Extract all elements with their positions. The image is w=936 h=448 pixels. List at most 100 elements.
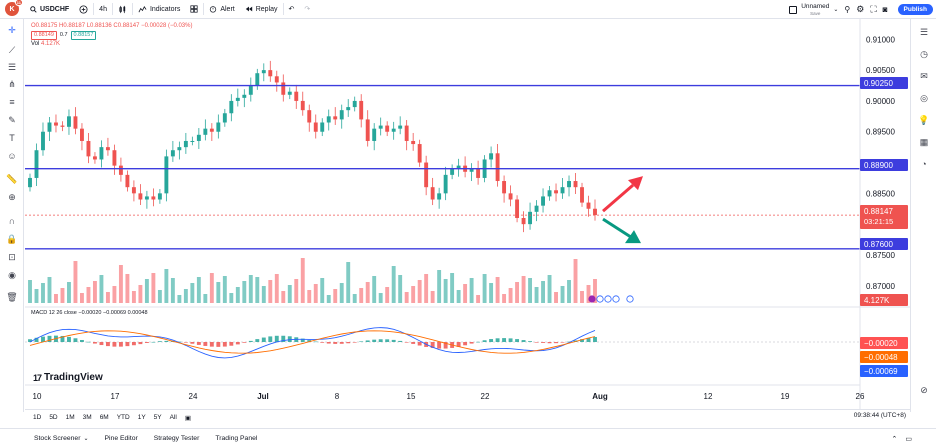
candle-body	[450, 168, 455, 175]
range-1m[interactable]: 1M	[65, 414, 75, 421]
fullscreen-icon[interactable]: ⛶	[870, 4, 877, 14]
range-5d[interactable]: 5D	[49, 414, 58, 421]
indicators-button[interactable]: Indicators	[133, 0, 185, 19]
replay-button[interactable]: Replay	[240, 0, 283, 19]
volume-bar	[86, 287, 91, 303]
trading-panel-tab[interactable]: Trading Panel	[207, 435, 265, 442]
time-tick-label: 17	[111, 392, 120, 401]
strategy-tester-tab[interactable]: Strategy Tester	[146, 435, 208, 442]
alert-button[interactable]: Alert	[204, 0, 239, 19]
macd-tag-2[interactable]: −0.00048	[860, 351, 908, 363]
macd-histogram-bar	[339, 342, 344, 344]
calendar-icon[interactable]: ▦	[919, 136, 929, 147]
macd-histogram-bar	[385, 339, 390, 342]
alerts-clock-icon[interactable]: ◷	[920, 48, 928, 59]
eye-icon[interactable]: ◉	[8, 269, 16, 280]
stock-screener-tab[interactable]: Stock Screener ⌄	[0, 435, 97, 442]
fib-icon[interactable]: ≡	[9, 97, 15, 107]
quick-search-icon[interactable]: ⚲	[844, 5, 851, 14]
trash-icon[interactable]: 🗑	[6, 291, 18, 302]
macd-histogram-bar	[47, 335, 52, 342]
watchlist-icon[interactable]: ☰	[919, 26, 929, 37]
level-tag-2[interactable]: 0.88900	[860, 159, 908, 171]
level-tag-1[interactable]: 0.90250	[860, 77, 908, 89]
macd-tag-3[interactable]: −0.00069	[860, 365, 908, 377]
crosshair-icon[interactable]: ✛	[8, 24, 16, 35]
settings-gear-icon[interactable]: ⚙	[856, 4, 865, 14]
macd-histogram-bar	[151, 341, 156, 343]
range-ytd[interactable]: YTD	[116, 414, 130, 421]
bid-ask-row: 0.88149 0.7 0.88157	[31, 31, 192, 40]
candle-body	[411, 140, 416, 145]
publish-button[interactable]: Publish	[897, 4, 933, 15]
volume-bar	[112, 286, 117, 303]
buy-price-pill[interactable]: 0.88157	[70, 31, 97, 40]
horizontal-levels[interactable]	[25, 84, 910, 386]
collapse-chevron-icon[interactable]: ⌃	[891, 435, 898, 443]
range-3m[interactable]: 3M	[82, 414, 92, 421]
price-tick-label: 0.88500	[866, 189, 895, 198]
interval-button[interactable]: 4h	[94, 0, 112, 19]
goto-date-icon[interactable]: ▣	[184, 414, 192, 422]
alarm-clock-icon	[210, 6, 217, 13]
chart-type-button[interactable]	[113, 0, 132, 19]
brand-name: TradingView	[44, 372, 103, 383]
candle-body	[554, 190, 558, 194]
undo-button[interactable]: ↶	[284, 0, 300, 19]
redo-button[interactable]: ↷	[299, 0, 315, 19]
brush-icon[interactable]: ✎	[8, 114, 16, 125]
pitchfork-icon[interactable]: ⋔	[8, 78, 16, 89]
volume-bar	[294, 279, 299, 303]
layout-name-button[interactable]: Unnamed Save ⌄	[789, 3, 838, 17]
compare-symbol-button[interactable]	[74, 0, 93, 19]
zoom-in-icon[interactable]: ⊕	[8, 191, 16, 202]
maximize-panel-icon[interactable]: ▭	[905, 435, 912, 443]
notifications-icon[interactable]: ◔	[921, 159, 927, 169]
emoji-icon[interactable]: ☺	[7, 151, 17, 161]
price-chart[interactable]: 0.910000.905000.900000.895000.890000.885…	[25, 19, 910, 409]
templates-button[interactable]	[185, 0, 203, 19]
help-icon[interactable]: ⊘	[920, 384, 928, 395]
magnet-icon[interactable]: ∩	[8, 216, 16, 226]
macd-histogram-bar	[586, 337, 591, 342]
volume-tag[interactable]: 4.127K	[860, 294, 908, 306]
strategy-tester-label: Strategy Tester	[153, 435, 200, 442]
time-axis[interactable]: 10 17 24 Jul 8 15 22 Aug 12 19 26	[33, 392, 865, 401]
economic-event-flag	[596, 295, 604, 303]
macd-histogram-bar	[112, 342, 117, 347]
lock-icon[interactable]: ⊡	[8, 251, 16, 262]
current-price-tag[interactable]: 0.88147 03:21:15	[860, 205, 908, 229]
user-avatar[interactable]: K 11	[5, 0, 23, 16]
forecast-arrows[interactable]	[602, 176, 643, 244]
range-1y[interactable]: 1Y	[137, 414, 146, 421]
horizontal-lines-icon[interactable]: ☰	[7, 61, 17, 72]
pine-editor-tab[interactable]: Pine Editor	[97, 435, 146, 442]
divider	[282, 3, 284, 15]
chart-legend: O0.88175 H0.88187 L0.88136 C0.88147 −0.0…	[31, 22, 192, 49]
candle-body	[242, 94, 247, 98]
sell-price-pill[interactable]: 0.88149	[31, 31, 57, 40]
camera-icon[interactable]: ◙	[882, 5, 888, 14]
range-all[interactable]: All	[169, 414, 177, 421]
range-6m[interactable]: 6M	[99, 414, 109, 421]
level-tag-3[interactable]: 0.87600	[860, 238, 908, 250]
candle-body	[34, 150, 39, 178]
symbol-search-button[interactable]: USDCHF	[25, 0, 74, 19]
volume-bar	[554, 292, 558, 303]
lock-drawings-icon[interactable]: 🔒	[6, 233, 18, 244]
trend-line-icon[interactable]: ⟋	[8, 44, 16, 55]
ruler-icon[interactable]: 📏	[6, 173, 18, 184]
clock-timezone[interactable]: 09:38:44 (UTC+8)	[853, 412, 906, 419]
text-tool-icon[interactable]: T	[9, 133, 15, 143]
time-tick-label: Jul	[257, 392, 269, 401]
macd-histogram-bar	[469, 342, 474, 344]
range-5y[interactable]: 5Y	[153, 414, 162, 421]
chat-icon[interactable]: ✉	[920, 70, 928, 81]
target-icon[interactable]: ◎	[920, 92, 928, 103]
candle-body	[573, 181, 578, 188]
macd-tag-1[interactable]: −0.00020	[860, 337, 908, 349]
candle-body	[541, 196, 545, 206]
range-1d[interactable]: 1D	[33, 414, 42, 421]
ideas-bulb-icon[interactable]: 💡	[918, 114, 930, 125]
candle-body	[326, 116, 331, 123]
